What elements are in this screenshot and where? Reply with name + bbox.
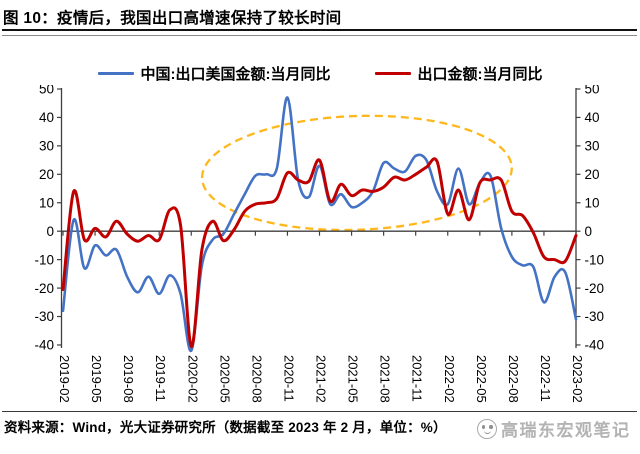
export-growth-line-chart: 50 50 40 40 30 30 20 20 10 10 0 0 -10 -10 -20 -20 -30 -30…	[34, 85, 605, 403]
watermark: 高瑞东宏观笔记	[477, 416, 633, 441]
y-tick-label-right: -10	[585, 252, 605, 267]
x-tick-label: 2020-05	[217, 355, 232, 403]
watermark-logo-icon	[477, 418, 497, 439]
legend-item-china-us-exports: 中国:出口美国金额:当月同比	[97, 63, 331, 84]
x-tick-label: 2022-05	[474, 355, 489, 403]
y-tick-label-left: 20	[39, 167, 54, 182]
x-tick-label: 2021-11	[410, 355, 425, 402]
x-tick-label: 2019-05	[89, 355, 104, 403]
highlight-ellipse-annotation	[200, 114, 513, 232]
y-tick-label-left: 10	[39, 195, 54, 210]
y-tick-label-left: 0	[46, 224, 54, 239]
y-tick-label-right: 0	[585, 224, 593, 239]
x-tick-label: 2019-02	[57, 355, 72, 403]
y-tick-label-right: 20	[585, 167, 600, 182]
x-tick-label: 2019-11	[153, 355, 168, 402]
y-tick-label-left: 40	[39, 110, 54, 125]
x-tick-label: 2023-02	[570, 355, 585, 403]
blue-line-swatch-icon	[97, 71, 134, 76]
y-tick-label-right: -40	[585, 338, 605, 353]
title-divider	[2, 29, 637, 36]
y-tick-label-right: -20	[585, 281, 605, 296]
x-tick-label: 2020-11	[281, 355, 296, 402]
legend-label-china-us-exports: 中国:出口美国金额:当月同比	[140, 66, 331, 83]
y-tick-label-left: -40	[34, 338, 54, 353]
series-line-red	[61, 157, 578, 348]
x-tick-label: 2022-11	[538, 355, 553, 402]
x-tick-label: 2022-02	[442, 355, 457, 403]
legend-item-total-exports: 出口金额:当月同比	[374, 63, 543, 84]
red-line-swatch-icon	[374, 71, 411, 76]
x-tick-label: 2020-02	[185, 355, 200, 403]
x-tick-label: 2021-05	[346, 355, 361, 403]
x-tick-label: 2022-08	[506, 355, 521, 403]
y-tick-label-right: 50	[585, 85, 600, 97]
x-tick-label: 2021-02	[314, 355, 329, 403]
y-tick-label-left: -20	[34, 281, 54, 296]
series-line-blue	[61, 96, 578, 352]
y-tick-label-left: -30	[34, 309, 54, 324]
y-tick-label-left: 30	[39, 139, 54, 154]
y-tick-label-right: 30	[585, 139, 600, 154]
x-tick-label: 2021-08	[378, 355, 393, 403]
figure-title: 图 10：疫情后，我国出口高增速保持了较长时间	[3, 10, 342, 27]
y-tick-label-left: 50	[39, 85, 54, 97]
source-note: 资料来源：Wind，光大证券研究所（数据截至 2023 年 2 月，单位：%）	[4, 420, 447, 435]
chart-legend: 中国:出口美国金额:当月同比 出口金额:当月同比	[0, 63, 640, 84]
footer-divider	[2, 411, 637, 412]
y-tick-label-left: -10	[34, 252, 54, 267]
watermark-text: 高瑞东宏观笔记	[501, 421, 631, 440]
x-tick-label: 2020-08	[249, 355, 264, 403]
y-tick-label-right: 40	[585, 110, 600, 125]
legend-label-total-exports: 出口金额:当月同比	[417, 66, 543, 83]
footer: 资料来源：Wind，光大证券研究所（数据截至 2023 年 2 月，单位：%） …	[4, 416, 640, 450]
x-tick-label: 2019-08	[121, 355, 136, 403]
y-tick-label-right: -30	[585, 309, 605, 324]
y-tick-label-right: 10	[585, 195, 600, 210]
